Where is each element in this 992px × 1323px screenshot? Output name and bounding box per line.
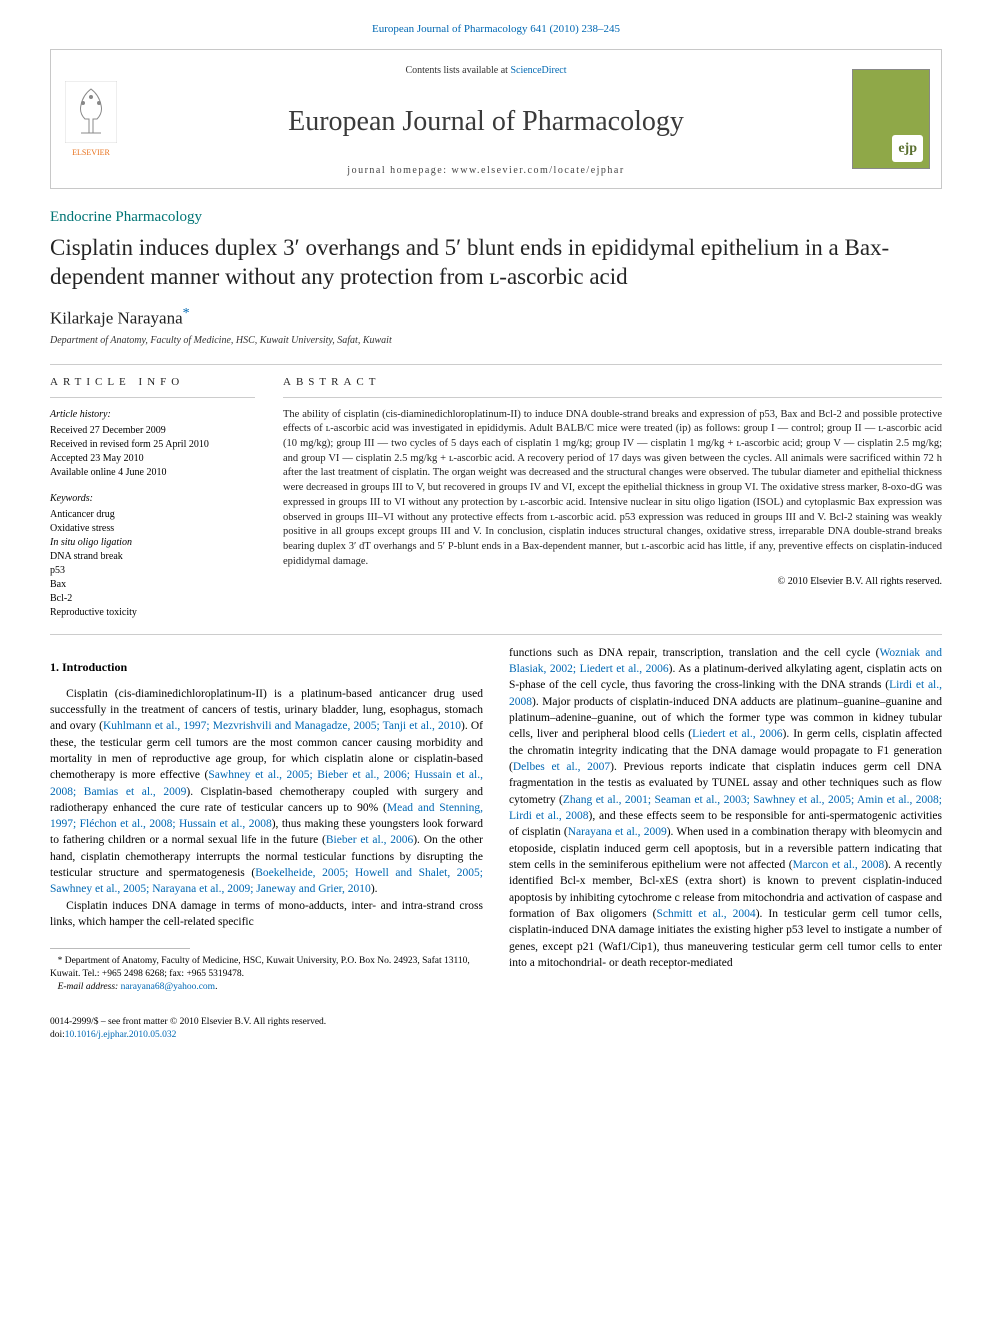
- body-paragraph: Cisplatin induces DNA damage in terms of…: [50, 898, 483, 931]
- citation-link[interactable]: Boekelheide, 2005; Howell and Shalet, 20…: [50, 867, 483, 895]
- doi-link[interactable]: 10.1016/j.ejphar.2010.05.032: [65, 1030, 177, 1040]
- abstract-copyright: © 2010 Elsevier B.V. All rights reserved…: [283, 575, 942, 589]
- citation-link[interactable]: Mead and Stenning, 1997; Fléchon et al.,…: [50, 802, 483, 830]
- citation-link[interactable]: Kuhlmann et al., 1997; Mezvrishvili and …: [103, 720, 461, 732]
- keyword: Reproductive toxicity: [50, 606, 255, 620]
- sciencedirect-link[interactable]: ScienceDirect: [510, 65, 566, 76]
- citation-link[interactable]: Lirdi et al., 2008: [509, 679, 942, 707]
- keyword: Bcl-2: [50, 592, 255, 606]
- article-info-heading: ARTICLE INFO: [50, 375, 255, 397]
- cover-thumbnail: ejp: [852, 69, 930, 169]
- divider-top: [50, 364, 942, 365]
- header-center: Contents lists available at ScienceDirec…: [131, 50, 841, 188]
- body-paragraph: functions such as DNA repair, transcript…: [509, 645, 942, 972]
- citation-link[interactable]: Liedert et al., 2006: [692, 728, 782, 740]
- elsevier-tree-icon: [65, 81, 117, 143]
- journal-homepage: journal homepage: www.elsevier.com/locat…: [141, 164, 831, 178]
- body-col-right: functions such as DNA repair, transcript…: [509, 645, 942, 995]
- cover-badge: ejp: [892, 135, 923, 163]
- email-label: E-mail address:: [58, 982, 121, 992]
- article-info-col: ARTICLE INFO Article history: Received 2…: [50, 375, 255, 619]
- journal-name: European Journal of Pharmacology: [141, 102, 831, 141]
- history-item: Accepted 23 May 2010: [50, 452, 255, 466]
- keyword: In situ oligo ligation: [50, 536, 255, 550]
- keyword: Oxidative stress: [50, 522, 255, 536]
- publisher-name: ELSEVIER: [72, 147, 110, 158]
- abstract-col: ABSTRACT The ability of cisplatin (cis-d…: [283, 375, 942, 619]
- citation-link[interactable]: Marcon et al., 2008: [793, 859, 885, 871]
- history-label: Article history:: [50, 408, 255, 422]
- journal-cover: ejp: [841, 50, 941, 188]
- body-col-left: 1. Introduction Cisplatin (cis-diaminedi…: [50, 645, 483, 995]
- corresponding-mark: *: [183, 306, 190, 321]
- keyword: p53: [50, 564, 255, 578]
- contents-prefix: Contents lists available at: [405, 65, 510, 76]
- citation-link[interactable]: Narayana et al., 2009: [568, 826, 667, 838]
- top-citation-link[interactable]: European Journal of Pharmacology 641 (20…: [372, 23, 620, 35]
- doi-label: doi:: [50, 1030, 65, 1040]
- divider-mid: [50, 634, 942, 635]
- history-item: Available online 4 June 2010: [50, 466, 255, 480]
- corresponding-footnote: * Department of Anatomy, Faculty of Medi…: [50, 955, 483, 981]
- footnote-separator: [50, 948, 190, 949]
- section-heading: 1. Introduction: [50, 659, 483, 676]
- author-line: Kilarkaje Narayana*: [50, 304, 942, 330]
- history-item: Received 27 December 2009: [50, 424, 255, 438]
- keywords-label: Keywords:: [50, 492, 255, 506]
- body-columns: 1. Introduction Cisplatin (cis-diaminedi…: [50, 645, 942, 995]
- abstract-text: The ability of cisplatin (cis-diaminedic…: [283, 408, 942, 570]
- citation-link[interactable]: Schmitt et al., 2004: [656, 908, 755, 920]
- email-suffix: .: [215, 982, 217, 992]
- affiliation: Department of Anatomy, Faculty of Medici…: [50, 334, 942, 348]
- elsevier-logo: ELSEVIER: [51, 50, 131, 188]
- footer-doi: doi:10.1016/j.ejphar.2010.05.032: [50, 1029, 942, 1042]
- keyword: Bax: [50, 578, 255, 592]
- keyword: Anticancer drug: [50, 508, 255, 522]
- journal-header: ELSEVIER Contents lists available at Sci…: [50, 49, 942, 189]
- body-paragraph: Cisplatin (cis-diaminedichloroplatinum-I…: [50, 686, 483, 898]
- meta-row: ARTICLE INFO Article history: Received 2…: [50, 375, 942, 619]
- top-citation-line: European Journal of Pharmacology 641 (20…: [0, 0, 992, 49]
- contents-available-line: Contents lists available at ScienceDirec…: [141, 64, 831, 78]
- citation-link[interactable]: Delbes et al., 2007: [513, 761, 610, 773]
- keyword: DNA strand break: [50, 550, 255, 564]
- abstract-heading: ABSTRACT: [283, 375, 942, 397]
- citation-link[interactable]: Sawhney et al., 2005; Bieber et al., 200…: [50, 769, 483, 797]
- citation-link[interactable]: Wozniak and Blasiak, 2002; Liedert et al…: [509, 647, 942, 675]
- section-label: Endocrine Pharmacology: [50, 207, 942, 228]
- footer: 0014-2999/$ – see front matter © 2010 El…: [50, 1016, 942, 1042]
- footer-front-matter: 0014-2999/$ – see front matter © 2010 El…: [50, 1016, 942, 1029]
- citation-link[interactable]: Bieber et al., 2006: [326, 834, 413, 846]
- author-name: Kilarkaje Narayana: [50, 309, 183, 328]
- article-title: Cisplatin induces duplex 3′ overhangs an…: [50, 234, 942, 292]
- citation-link[interactable]: Zhang et al., 2001; Seaman et al., 2003;…: [509, 794, 942, 822]
- email-line: E-mail address: narayana68@yahoo.com.: [50, 981, 483, 994]
- email-link[interactable]: narayana68@yahoo.com: [121, 982, 215, 992]
- history-item: Received in revised form 25 April 2010: [50, 438, 255, 452]
